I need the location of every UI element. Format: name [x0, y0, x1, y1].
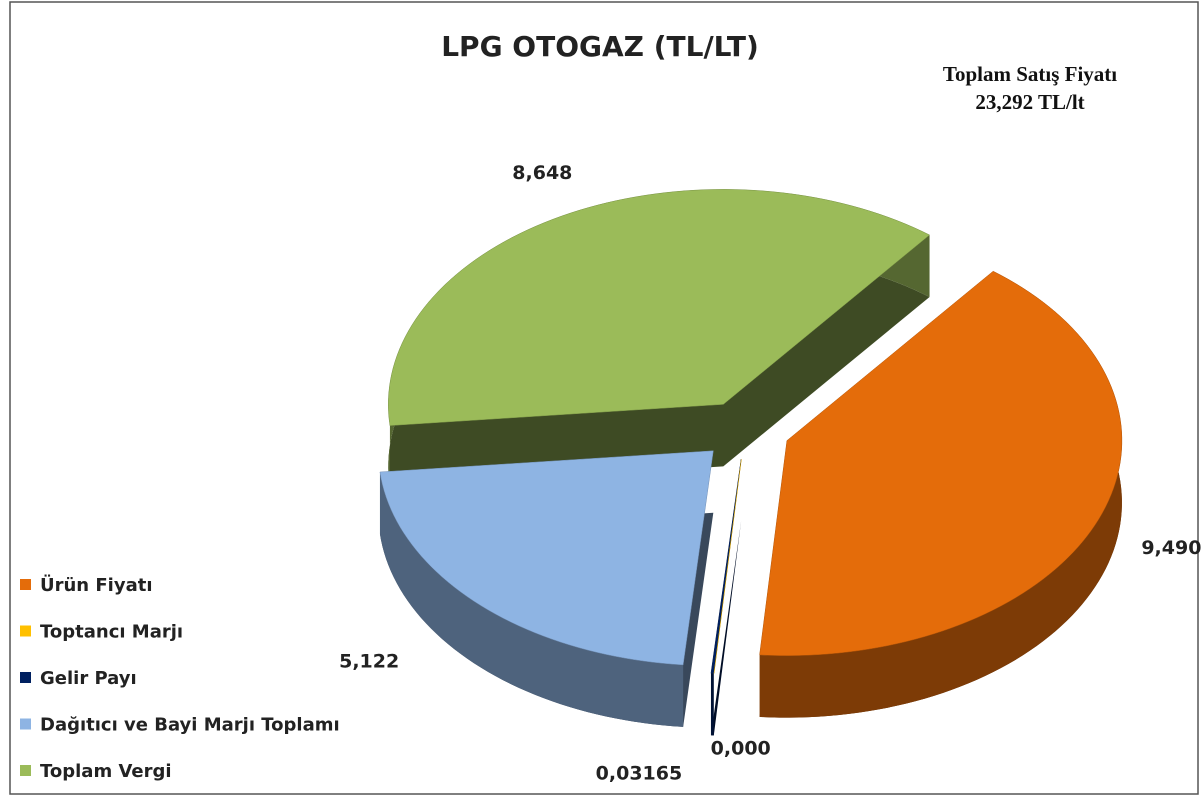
legend-label: Gelir Payı: [40, 668, 137, 689]
data-label: 9,490: [1141, 537, 1201, 559]
data-label: 8,648: [512, 162, 572, 184]
legend-label: Ürün Fiyatı: [40, 574, 153, 596]
data-label: 5,122: [339, 650, 399, 672]
data-label: 0,000: [711, 738, 771, 760]
legend-swatch: [20, 718, 31, 730]
slice-top: [388, 189, 931, 426]
legend-swatch: [20, 625, 31, 637]
chart-title: LPG OTOGAZ (TL/LT): [441, 30, 759, 63]
slice-top: [759, 270, 1123, 656]
legend-label: Toptancı Marjı: [40, 622, 183, 643]
annotation: Toplam Satış Fiyatı: [943, 62, 1117, 86]
slice-side: [759, 271, 1122, 718]
slice-side: [710, 673, 714, 736]
legend-swatch: [20, 672, 31, 683]
slice-top: [379, 450, 714, 666]
data-label: 0,03165: [596, 763, 683, 785]
annotation: 23,292 TL/lt: [975, 90, 1084, 114]
legend-label: Toplam Vergi: [40, 761, 172, 782]
slice-bottom: [710, 521, 742, 736]
slice-side: [379, 471, 684, 727]
legend-swatch: [20, 579, 31, 590]
legend-swatch: [20, 765, 31, 776]
legend-label: Dağıtıcı ve Bayi Marjı Toplamı: [40, 715, 340, 736]
